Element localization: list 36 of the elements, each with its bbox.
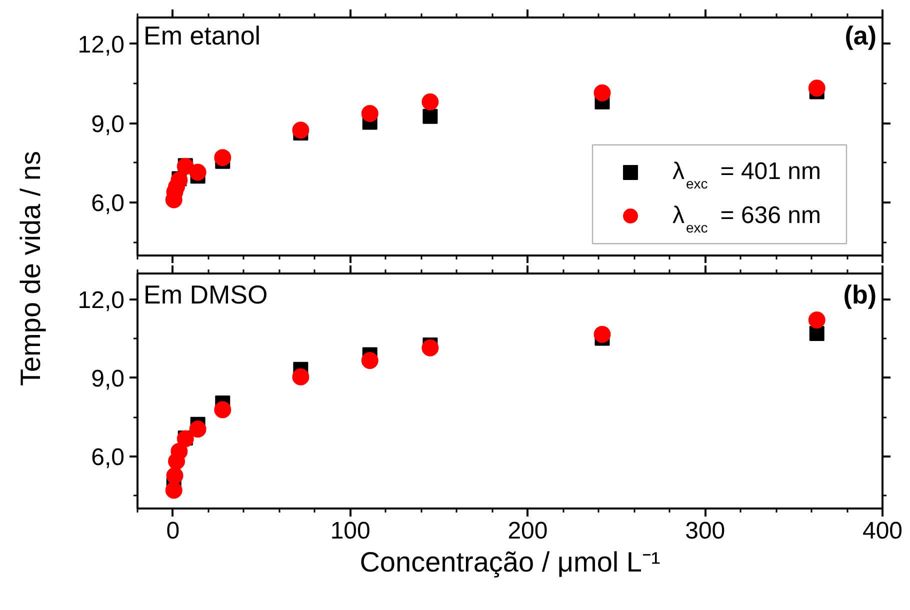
y-tick-label: 6,0 [91,444,125,471]
point [361,105,378,122]
point [170,442,188,460]
annotation: Em etanol [144,20,261,50]
point [189,420,206,438]
annotation: Em DMSO [144,280,268,310]
point [292,122,310,139]
point [809,326,824,342]
annotation: (a) [844,20,877,50]
x-tick-label: 0 [166,518,180,544]
annotation: (b) [843,280,877,310]
y-tick-label: 9,0 [91,365,125,392]
point [422,108,438,124]
point [594,84,611,102]
y-tick-label: 12,0 [78,31,125,58]
point [594,326,611,343]
x-axis-title: Concentração / μmol L⁻¹ [360,546,660,578]
point [422,93,439,110]
x-tick-label: 300 [685,518,726,544]
point [808,80,826,97]
point [214,401,232,418]
y-tick-label: 9,0 [91,110,125,138]
x-tick-label: 200 [508,518,548,544]
y-axis-title: Tempo de vida / ns [15,150,46,386]
point [292,368,310,386]
point [214,149,232,166]
y-tick-label: 6,0 [91,190,125,218]
x-tick-label: 100 [330,518,370,544]
y-tick-label: 12,0 [78,287,125,314]
point [422,339,439,356]
point [165,482,182,499]
x-tick-label: 400 [862,518,903,544]
point [166,467,184,484]
point [808,311,826,328]
point [361,352,378,369]
point [189,164,206,181]
